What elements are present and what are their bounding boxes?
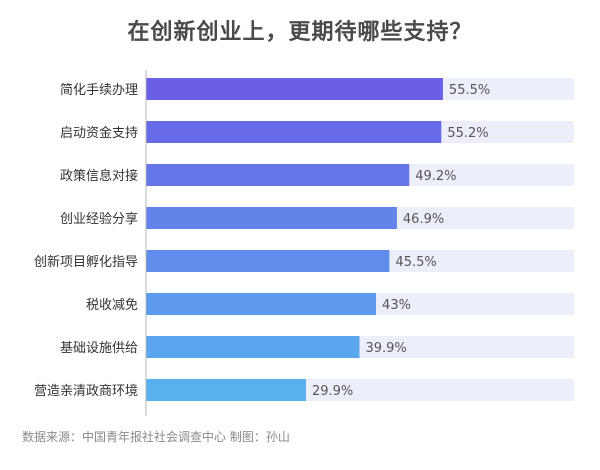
- bar: [146, 293, 377, 315]
- value-label: 43%: [382, 298, 411, 313]
- bar: [146, 121, 442, 143]
- category-label: 营造亲清政商环境: [34, 384, 138, 399]
- value-label: 49.2%: [415, 169, 456, 184]
- bar: [146, 250, 390, 272]
- value-label: 45.5%: [395, 255, 436, 270]
- category-label: 创业经验分享: [60, 211, 138, 227]
- category-label: 启动资金支持: [60, 125, 138, 141]
- category-label: 基础设施供给: [60, 341, 138, 356]
- chart-title: 在创新创业上，更期待哪些支持？: [127, 20, 473, 45]
- value-label: 29.9%: [312, 384, 353, 399]
- value-label: 55.5%: [449, 83, 490, 98]
- bar: [146, 379, 306, 401]
- source-footer: 数据来源：中国青年报社社会调查中心 制图：孙山: [22, 430, 290, 444]
- bar: [146, 78, 443, 100]
- bar: [146, 164, 410, 186]
- category-label: 创新项目孵化指导: [34, 254, 138, 270]
- bar: [146, 207, 397, 229]
- value-label: 39.9%: [365, 341, 406, 356]
- category-label: 政策信息对接: [60, 168, 138, 184]
- value-label: 55.2%: [447, 126, 488, 141]
- category-label: 税收减免: [86, 298, 138, 313]
- category-label: 简化手续办理: [60, 82, 138, 98]
- bar: [146, 336, 360, 358]
- value-label: 46.9%: [403, 212, 444, 227]
